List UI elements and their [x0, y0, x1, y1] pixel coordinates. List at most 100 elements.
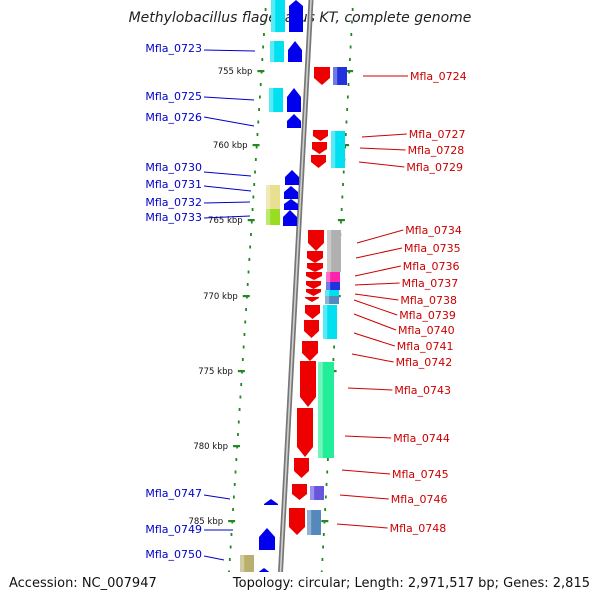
reverse-gene-arrow: [302, 341, 318, 361]
cog-block: [271, 0, 285, 32]
cog-block: [326, 272, 340, 282]
tick-label: 765 kbp: [208, 216, 243, 226]
cog-block-sheen: [327, 230, 332, 272]
left-rail-dot: [254, 170, 256, 174]
leader-line-right: [354, 293, 399, 301]
cog-block-sheen: [266, 185, 271, 209]
gene-label-right: Mfla_0735: [404, 242, 461, 255]
cog-block-sheen: [266, 209, 271, 225]
leader-line-left: [203, 494, 231, 500]
reverse-gene-arrow: [306, 281, 321, 289]
gene-label-right: Mfla_0729: [406, 161, 463, 174]
right-rail-dot: [344, 133, 347, 136]
leader-line-left: [203, 215, 251, 219]
left-rail-dot: [239, 395, 242, 399]
right-rail-dot: [324, 508, 327, 511]
label-layer: Mfla_0723 Mfla_0725 Mfla_0726 Mfla_0730 Mfla…: [145, 42, 466, 561]
reverse-gene-arrow: [311, 155, 326, 168]
leader-line-right: [341, 469, 391, 475]
left-rail-dot: [230, 533, 233, 536]
left-rail-dot: [240, 383, 243, 386]
leader-line-right: [354, 265, 401, 277]
gene-label-left: Mfla_0747: [145, 487, 202, 500]
tick-label: 760 kbp: [213, 141, 248, 151]
cog-block: [266, 209, 280, 225]
left-rail-dot: [250, 220, 253, 224]
left-rail-dot: [256, 133, 259, 136]
forward-gene-arrow: [284, 186, 298, 199]
cog-block: [269, 88, 283, 112]
forward-gene-arrow: [285, 170, 299, 185]
gene-label-left: Mfla_0749: [145, 523, 202, 536]
left-rail-dot: [264, 8, 267, 11]
gene-label-right: Mfla_0744: [393, 432, 450, 445]
left-rail-dot: [258, 108, 260, 111]
right-rail-dot: [349, 58, 351, 61]
right-rail-dot: [342, 183, 344, 186]
gene-label-right: Mfla_0727: [409, 128, 466, 141]
cog-block-sheen: [326, 272, 331, 282]
left-rail-dot: [237, 433, 239, 436]
right-rail-dot: [321, 558, 324, 561]
cog-block-sheen: [240, 555, 245, 576]
reverse-gene-arrow: [306, 289, 321, 296]
genome-info-text: Topology: circular; Length: 2,971,517 bp…: [232, 576, 590, 591]
right-rail-dot: [322, 545, 324, 549]
left-rail-dot: [261, 58, 264, 61]
gene-label-left: Mfla_0723: [145, 42, 202, 55]
right-rail-dot: [324, 495, 327, 499]
left-rail-dot: [246, 283, 249, 286]
left-rail-dot: [232, 495, 235, 499]
reverse-gene-arrow: [289, 508, 305, 535]
forward-gene-arrow: [264, 499, 278, 505]
leader-line-right: [359, 147, 406, 151]
right-rail-dot: [325, 483, 328, 486]
left-rail-dot: [244, 320, 247, 324]
major-tick-left: [242, 295, 250, 298]
left-rail-dot: [243, 333, 246, 336]
tick-label: 785 kbp: [188, 517, 223, 527]
left-rail-dot: [259, 83, 262, 86]
gene-label-right: Mfla_0745: [392, 468, 449, 481]
reverse-gene-arrow: [307, 263, 323, 272]
reverse-gene-arrow: [305, 305, 320, 319]
gene-label-right: Mfla_0741: [397, 340, 454, 353]
gene-label-right: Mfla_0737: [402, 277, 459, 290]
left-rail-dot: [247, 270, 250, 274]
major-tick-left: [228, 520, 236, 523]
tick-label: 780 kbp: [193, 442, 228, 452]
left-rail-dot: [241, 358, 244, 361]
left-rail-dot: [232, 508, 234, 511]
leader-line-left: [203, 171, 252, 177]
reverse-gene-arrow: [313, 130, 328, 141]
cog-block-sheen: [323, 305, 328, 339]
cog-block: [323, 305, 337, 339]
gene-label-left: Mfla_0726: [145, 111, 202, 124]
right-rail-dot: [341, 195, 344, 199]
leader-line-right: [336, 523, 388, 529]
tick-label: 775 kbp: [198, 367, 233, 377]
forward-gene-arrow: [259, 528, 275, 550]
cog-block-sheen: [325, 296, 330, 304]
major-tick-left: [252, 144, 260, 147]
left-rail-dot: [250, 233, 252, 236]
gene-label-right: Mfla_0724: [410, 70, 467, 83]
accession-text: Accession: NC_007947: [9, 576, 157, 591]
cog-block-sheen: [333, 67, 338, 85]
tick-layer: 755 kbp 760 kbp 765 kbp 770 kbp 775 kbp 780 k…: [188, 8, 354, 599]
left-rail-dot: [249, 245, 252, 249]
major-tick-left: [237, 370, 245, 373]
right-rail-dot: [346, 108, 349, 111]
gene-label-left: Mfla_0750: [145, 548, 202, 561]
right-rail-dot: [345, 120, 348, 124]
gene-label-right: Mfla_0728: [408, 144, 465, 157]
leader-line-right: [347, 387, 393, 391]
leader-line-right: [353, 299, 398, 316]
cog-block-sheen: [318, 362, 323, 458]
right-rail-dot: [347, 83, 350, 86]
cog-block: [318, 362, 334, 458]
reverse-gene-arrow: [307, 251, 323, 263]
left-rail-dot: [233, 483, 236, 486]
cog-block-sheen: [270, 41, 275, 62]
forward-gene-arrow: [287, 88, 301, 112]
